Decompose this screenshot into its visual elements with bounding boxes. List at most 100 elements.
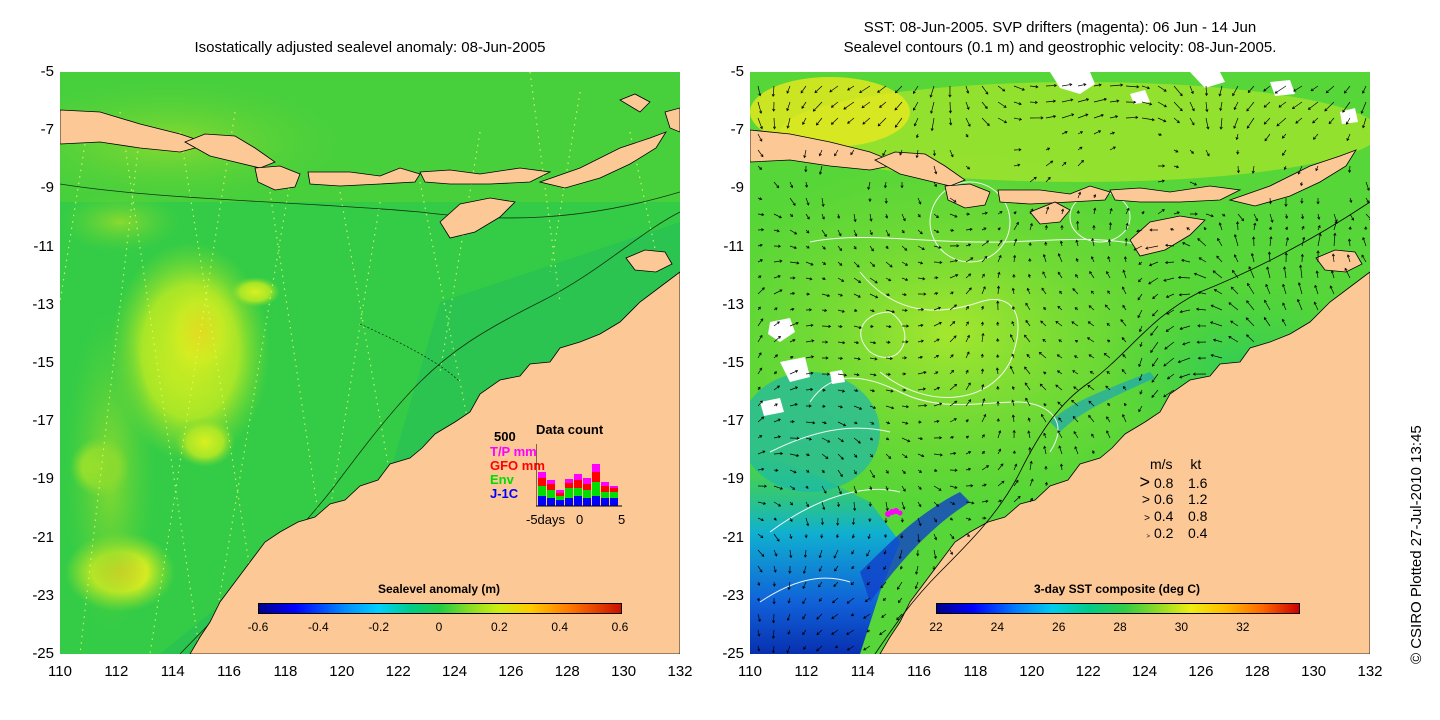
velocity-vector: [869, 229, 873, 236]
velocity-vector: [1041, 413, 1047, 423]
velocity-arrow-icon: >: [1144, 513, 1150, 524]
velocity-vector: [949, 228, 955, 232]
velocity-vector: [821, 324, 832, 328]
velocity-vector: [885, 340, 891, 344]
velocity-vector: [917, 403, 928, 408]
velocity-vector: [1163, 357, 1175, 367]
velocity-vector: [1045, 176, 1051, 183]
velocity-vector: [837, 373, 848, 377]
velocity-vector: [803, 645, 807, 650]
velocity-vector: [789, 321, 799, 327]
velocity-vector: [1107, 238, 1112, 247]
velocity-vector: [757, 501, 767, 505]
velocity-vector: [1181, 258, 1191, 263]
velocity-vector: [965, 227, 973, 231]
velocity-vector: [868, 501, 872, 507]
right-colorbar: [936, 603, 1300, 614]
velocity-vector: [869, 213, 873, 222]
velocity-vector: [965, 321, 969, 327]
velocity-vector: [1141, 101, 1153, 106]
velocity-vector: [1058, 445, 1063, 455]
velocity-vector: [773, 549, 778, 557]
histogram-bar: [556, 493, 564, 496]
velocity-vector: [837, 389, 846, 393]
velocity-vector: [786, 613, 791, 621]
histogram-bar: [574, 488, 582, 496]
velocity-vector: [1055, 320, 1063, 327]
velocity-vector: [834, 645, 839, 649]
velocity-vector: [917, 371, 927, 375]
velocity-vector: [981, 227, 987, 231]
velocity-vector: [1157, 209, 1165, 215]
velocity-vector: [965, 85, 970, 94]
velocity-vector: [789, 245, 797, 250]
velocity-vector: [1060, 224, 1064, 231]
histogram-bar: [547, 498, 555, 506]
velocity-vector: [1138, 261, 1143, 265]
velocity-vector: [1219, 101, 1223, 112]
y-tick-label: -17: [722, 412, 744, 430]
velocity-vector: [1264, 133, 1271, 142]
velocity-vector: [834, 149, 839, 157]
velocity-arrow-icon: >: [1146, 534, 1150, 540]
velocity-vector: [1044, 465, 1048, 471]
velocity-vector: [1179, 309, 1191, 314]
velocity-vector: [1138, 325, 1143, 333]
velocity-vector: [1125, 85, 1140, 89]
velocity-vector: [757, 117, 763, 130]
velocity-vector: [949, 400, 958, 407]
velocity-vector: [805, 308, 813, 312]
velocity-vector: [1157, 132, 1162, 136]
velocity-vector: [789, 485, 796, 490]
velocity-vector: [802, 597, 807, 605]
velocity-vector: [879, 101, 887, 108]
velocity-vector: [802, 565, 807, 574]
velocity-vector: [965, 451, 972, 455]
velocity-vector: [1058, 339, 1063, 343]
velocity-vector: [1251, 165, 1255, 174]
velocity-vector: [997, 430, 1002, 439]
velocity-vector: [837, 261, 843, 266]
velocity-vector: [787, 597, 791, 604]
velocity-vector: [802, 117, 807, 125]
velocity-vector: [818, 581, 823, 588]
y-tick-label: -11: [33, 237, 54, 255]
velocity-vector: [1089, 371, 1095, 375]
velocity-vector: [1236, 221, 1240, 231]
velocity-vector: [1088, 305, 1095, 311]
velocity-vector: [1317, 233, 1322, 247]
velocity-vector: [805, 437, 812, 441]
velocity-vector: [1076, 220, 1080, 231]
csiro-credit: © CSIRO Plotted 27-Jul-2010 13:45: [1408, 425, 1425, 664]
velocity-vector: [885, 485, 889, 491]
velocity-vector: [772, 101, 776, 112]
velocity-vector: [1177, 275, 1191, 280]
velocity-vector: [1166, 309, 1175, 315]
velocity-vector: [789, 339, 796, 343]
velocity-vector: [917, 308, 925, 312]
velocity-vector: [949, 435, 955, 439]
velocity-vector: [816, 613, 823, 620]
velocity-vector: [805, 245, 810, 249]
velocity-vector: [757, 259, 763, 263]
velocity-vector: [1012, 429, 1016, 439]
velocity-vector: [757, 565, 763, 573]
velocity-vector: [1317, 224, 1321, 231]
velocity-vector: [773, 213, 782, 219]
velocity-vector: [1028, 242, 1032, 247]
velocity-vector: [933, 517, 937, 523]
velocity-vector: [821, 388, 826, 392]
velocity-vector: [833, 581, 839, 587]
velocity-vector: [949, 291, 954, 295]
y-tick-label: -7: [40, 121, 54, 139]
colorbar-tick-label: 22: [929, 620, 943, 634]
velocity-vector: [1297, 282, 1303, 295]
velocity-vector: [1317, 213, 1321, 220]
velocity-vector: [846, 629, 855, 635]
velocity-vector: [1029, 85, 1039, 89]
velocity-vector: [836, 517, 840, 526]
velocity-vector: [917, 197, 922, 205]
velocity-vector: [996, 338, 1000, 343]
velocity-vector: [789, 291, 796, 296]
velocity-vector: [933, 402, 943, 407]
